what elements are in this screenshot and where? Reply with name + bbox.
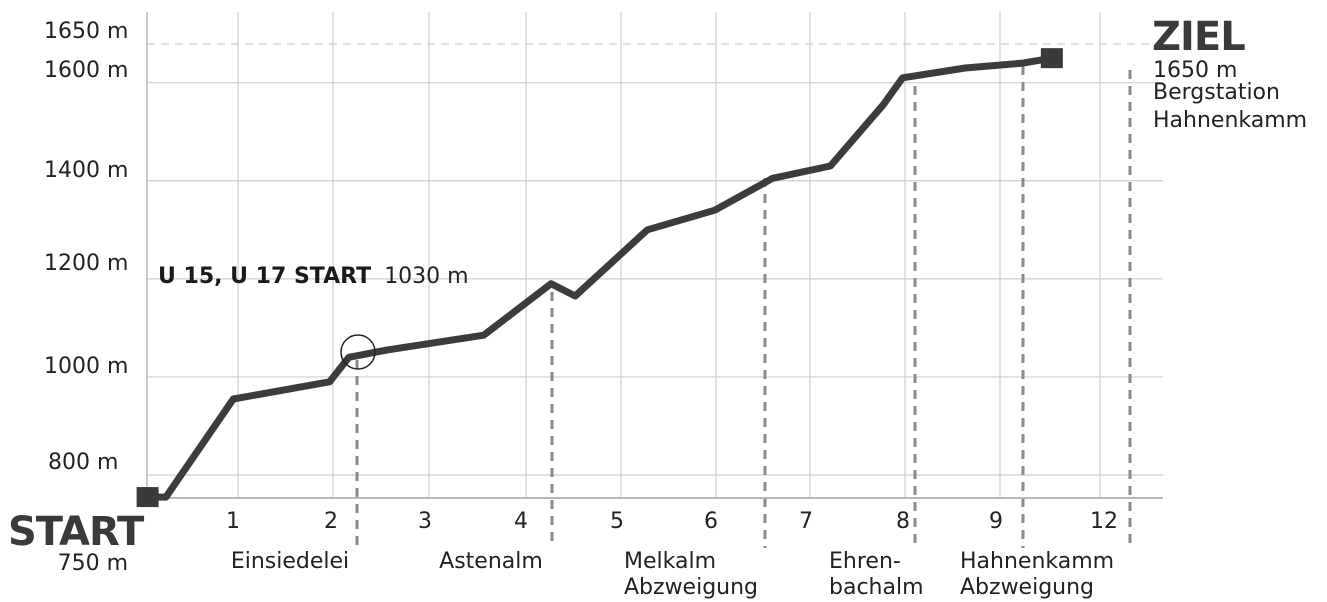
finish-title: ZIEL <box>1152 14 1245 60</box>
y-tick-label-1400: 1400 m <box>44 158 128 183</box>
x-tick-label: 6 <box>704 509 718 534</box>
u15-u17-start-circle <box>340 334 376 370</box>
x-tick-label: 3 <box>418 509 432 534</box>
place-label-abzweigung-2: Abzweigung <box>960 575 1094 600</box>
x-tick-label: 8 <box>896 509 910 534</box>
place-label-abzweigung: Abzweigung <box>624 575 758 600</box>
y-tick-label-1000: 1000 m <box>44 354 128 379</box>
finish-line1: Bergstation <box>1153 80 1280 105</box>
x-tick-label: 2 <box>324 509 338 534</box>
x-tick-label: 5 <box>610 509 624 534</box>
finish-marker <box>1040 48 1063 69</box>
horizontal-gridlines <box>147 43 1163 476</box>
waypoint-dashed-markers <box>355 66 1132 548</box>
start-title: START <box>8 509 145 555</box>
x-axis-labels: 1 2 3 4 5 6 7 8 9 12 <box>226 509 1118 534</box>
finish-elevation: 1650 m <box>1153 58 1237 83</box>
elevation-line <box>143 54 1056 501</box>
place-label-hahnenkamm: Hahnenkamm <box>960 549 1114 574</box>
annotation-bold: U 15, U 17 START <box>158 264 371 289</box>
y-tick-label-1600: 1600 m <box>44 58 128 83</box>
finish-line2: Hahnenkamm <box>1153 108 1307 133</box>
waypoint-names: Einsiedelei Astenalm Melkalm Abzweigung … <box>231 549 1114 600</box>
x-tick-label: 1 <box>226 509 240 534</box>
place-label-ehren: Ehren- <box>829 549 901 574</box>
y-tick-label-1650: 1650 m <box>44 19 128 44</box>
y-tick-label-800: 800 m <box>48 450 118 475</box>
place-label-einsiedelei: Einsiedelei <box>231 549 349 574</box>
place-label-bachalm: bachalm <box>829 575 924 600</box>
vertical-gridlines <box>237 12 1101 498</box>
x-tick-label: 4 <box>514 509 528 534</box>
annotation-u15-u17: U 15, U 17 START 1030 m <box>158 264 469 289</box>
x-tick-label: 7 <box>799 509 813 534</box>
place-label-melkalm: Melkalm <box>624 549 716 574</box>
x-tick-label: 12 <box>1090 509 1118 534</box>
x-tick-label: 9 <box>989 509 1003 534</box>
y-axis-labels: 800 m 1000 m 1200 m 1400 m 1600 m 1650 m <box>44 19 128 475</box>
y-tick-label-1200: 1200 m <box>44 251 128 276</box>
place-label-astenalm: Astenalm <box>439 549 543 574</box>
start-elevation: 750 m <box>58 551 128 576</box>
annotation-elevation: 1030 m <box>384 264 468 289</box>
start-marker <box>136 487 159 508</box>
